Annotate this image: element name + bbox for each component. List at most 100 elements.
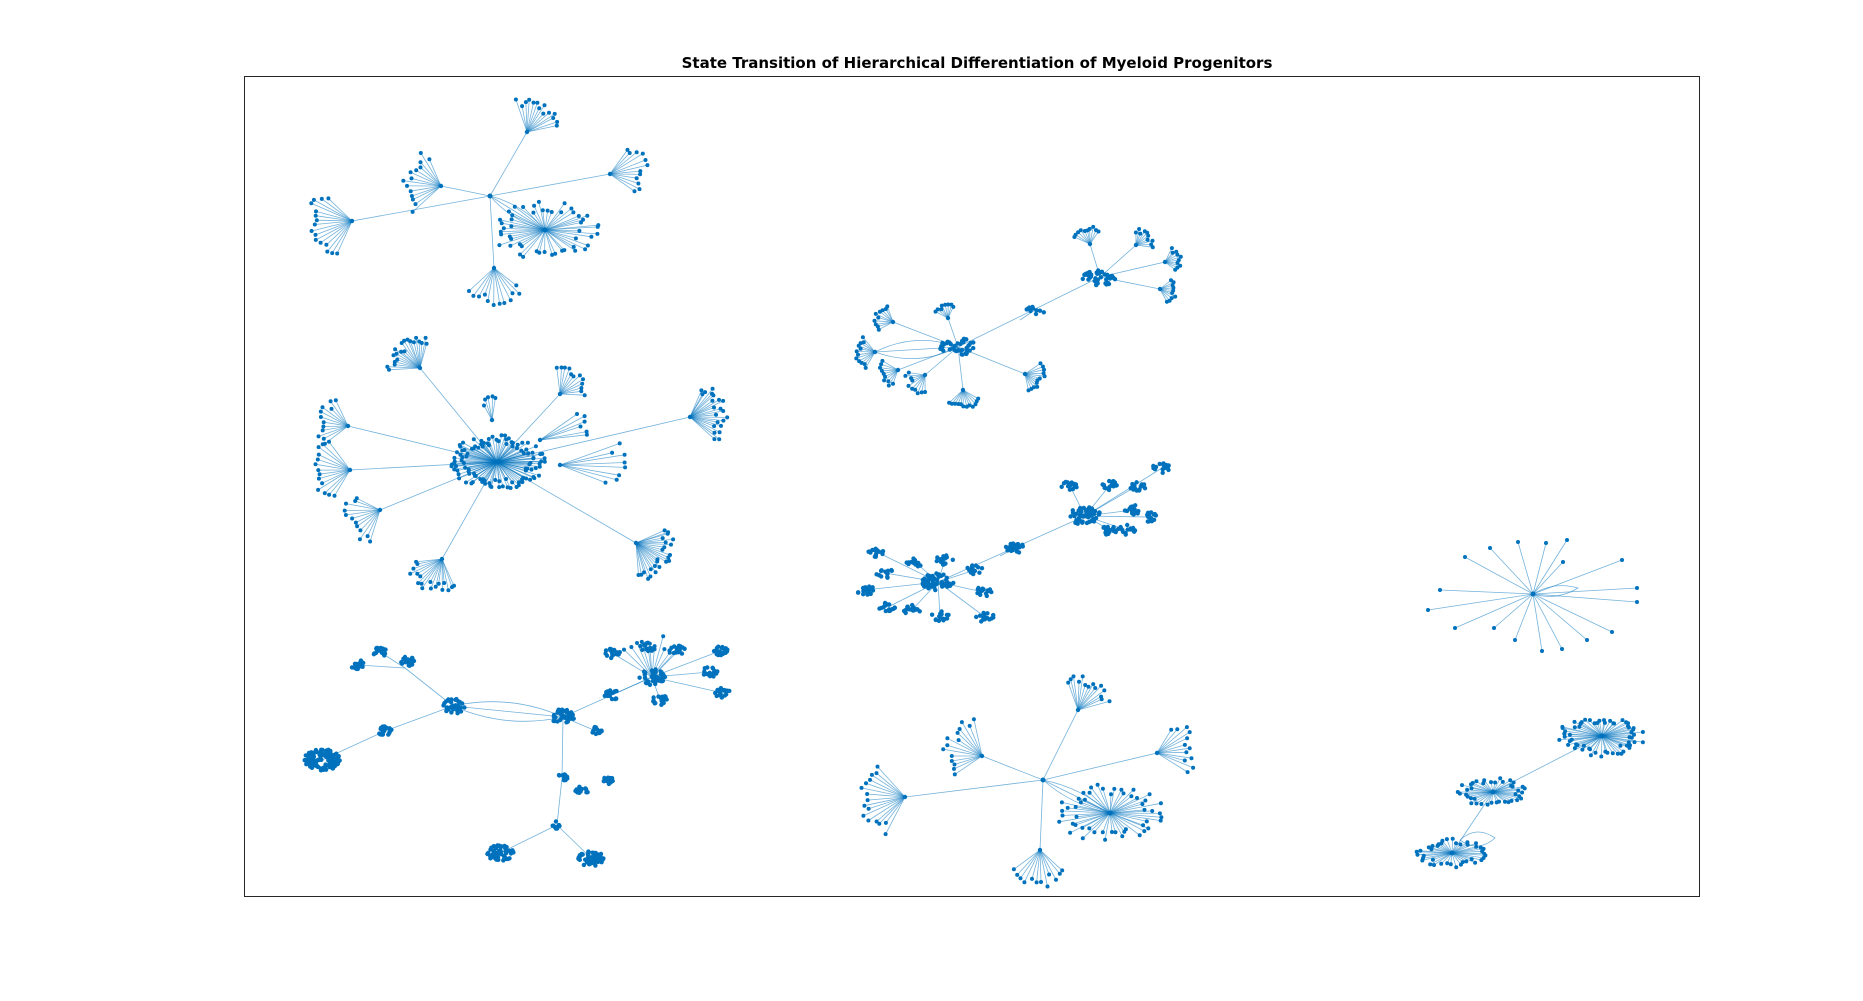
cluster-node: [1111, 484, 1116, 489]
leaf-node: [424, 341, 429, 346]
leaf-edge: [559, 464, 620, 476]
leaf-node: [324, 242, 329, 247]
leaf-node: [865, 798, 870, 803]
cluster-node: [961, 336, 967, 342]
cluster-node: [614, 696, 619, 701]
leaf-node: [1454, 865, 1459, 870]
leaf-edge: [1073, 676, 1079, 711]
leaf-node: [856, 352, 860, 357]
cluster-node: [570, 712, 575, 717]
leaf-edge: [1077, 687, 1096, 711]
leaf-edge: [1039, 849, 1057, 880]
leaf-node: [579, 386, 584, 390]
cluster-node: [1091, 519, 1097, 524]
cluster-node: [933, 617, 938, 622]
branch-edge: [1084, 467, 1163, 517]
cluster-node: [1077, 512, 1083, 518]
leaf-edge: [1601, 720, 1611, 737]
leaf-edge: [536, 229, 546, 252]
leaf-node: [1572, 719, 1577, 724]
leaf-edge: [356, 497, 381, 511]
leaf-node: [1445, 861, 1450, 866]
hub-node: [633, 540, 639, 546]
leaf-edge: [635, 542, 642, 575]
leaf-edge: [539, 434, 587, 441]
leaf-node: [450, 585, 454, 590]
leaf-node: [1150, 245, 1155, 250]
leaf-node: [652, 564, 657, 568]
leaf-node: [1173, 294, 1178, 299]
leaf-edge: [1135, 244, 1153, 248]
cluster-node: [1030, 306, 1036, 311]
leaf-edge: [1156, 728, 1178, 754]
cluster-node: [964, 345, 969, 351]
leaf-node: [547, 110, 551, 115]
branch-edge: [496, 461, 637, 544]
leaf-node: [886, 379, 891, 384]
leaf-edge: [1109, 795, 1132, 814]
cluster-node: [1097, 271, 1102, 276]
leaf-edge: [953, 755, 983, 770]
leaf-edge: [1493, 593, 1534, 629]
leaf-edge: [544, 229, 563, 252]
leaf-node: [1060, 808, 1065, 813]
leaf-node: [531, 210, 536, 215]
leaf-node: [1540, 649, 1544, 653]
leaf-edge: [908, 372, 926, 376]
leaf-node: [552, 111, 557, 116]
leaf-edge: [689, 400, 724, 418]
cluster-node: [462, 705, 467, 710]
leaf-node: [534, 249, 539, 254]
cluster-node: [593, 856, 599, 861]
leaf-node: [1513, 792, 1518, 797]
leaf-node: [873, 322, 878, 327]
cluster-node: [944, 577, 949, 583]
leaf-node: [636, 573, 641, 577]
leaf-node: [945, 736, 950, 741]
leaf-node: [1494, 800, 1499, 805]
leaf-node: [700, 392, 705, 397]
leaf-node: [1080, 674, 1085, 679]
branch-edge: [440, 185, 491, 197]
cluster-node: [1120, 529, 1126, 534]
leaf-node: [1482, 778, 1487, 783]
leaf-edge: [1159, 281, 1174, 290]
leaf-node: [699, 388, 704, 393]
leaf-node: [655, 559, 660, 564]
leaf-node: [639, 639, 644, 644]
leaf-node: [509, 224, 514, 229]
leaf-edge: [1438, 843, 1453, 854]
leaf-node: [662, 647, 667, 652]
leaf-node: [577, 228, 582, 233]
leaf-node: [542, 103, 547, 108]
leaf-edge: [635, 542, 671, 556]
leaf-node: [866, 806, 871, 811]
cluster-node: [503, 851, 509, 856]
cluster-node: [1145, 512, 1150, 518]
leaf-edge: [689, 416, 720, 433]
leaf-node: [1068, 830, 1073, 835]
leaf-node: [634, 150, 639, 155]
leaf-edge: [324, 469, 351, 494]
leaf-node: [1557, 737, 1562, 742]
leaf-node: [562, 201, 567, 206]
leaf-edge: [1492, 779, 1511, 793]
leaf-edge: [1601, 719, 1623, 737]
cluster-node: [1074, 485, 1079, 490]
leaf-node: [1629, 735, 1634, 740]
cluster-node: [323, 748, 329, 754]
leaf-node: [665, 531, 670, 536]
leaf-edge: [962, 389, 979, 399]
leaf-node: [553, 251, 558, 256]
leaf-edge: [355, 509, 381, 523]
cluster-node: [661, 673, 667, 679]
leaf-edge: [1135, 235, 1149, 246]
cluster-node: [637, 675, 642, 680]
leaf-edge: [454, 461, 498, 470]
cluster-node: [935, 555, 940, 560]
branch-edge: [981, 755, 1044, 781]
leaf-node: [409, 176, 414, 181]
branch-edge: [904, 779, 1044, 798]
leaf-node: [316, 468, 321, 473]
leaf-node: [1566, 742, 1571, 747]
